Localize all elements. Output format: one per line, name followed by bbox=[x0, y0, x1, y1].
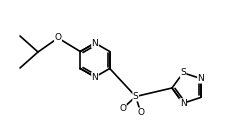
Text: O: O bbox=[137, 108, 144, 117]
Text: N: N bbox=[92, 38, 98, 48]
Text: S: S bbox=[180, 68, 186, 77]
Text: N: N bbox=[180, 99, 186, 108]
Text: N: N bbox=[92, 72, 98, 82]
Text: O: O bbox=[55, 34, 62, 42]
Text: N: N bbox=[198, 74, 204, 83]
Text: O: O bbox=[119, 104, 126, 113]
Text: S: S bbox=[133, 92, 139, 101]
